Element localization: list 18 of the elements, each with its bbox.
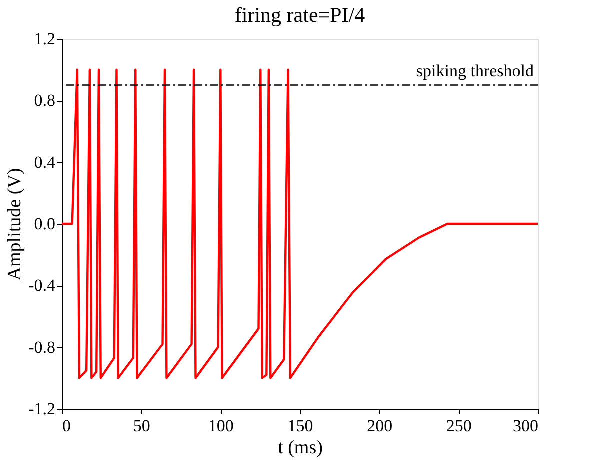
y-tick-label: -0.8 xyxy=(28,338,56,357)
x-tick-label: 250 xyxy=(446,416,472,436)
x-tick-label: 100 xyxy=(208,416,234,436)
y-tick-label: 0.8 xyxy=(34,91,56,110)
x-tick-label: 200 xyxy=(367,416,393,436)
x-tick-label: 0 xyxy=(62,416,71,436)
y-axis-title: Amplitude (V) xyxy=(4,168,26,281)
x-axis-title: t (ms) xyxy=(278,438,323,458)
ref-line-label: spiking threshold xyxy=(416,61,534,80)
y-tick-label: 0.0 xyxy=(34,214,56,234)
y-tick-label: 1.2 xyxy=(34,30,56,48)
y-tick-label: -1.2 xyxy=(28,400,56,418)
x-tick-label: 300 xyxy=(513,416,538,436)
y-tick-label: -0.4 xyxy=(28,276,56,296)
chart-title: firing rate=PI/4 xyxy=(234,3,366,27)
x-tick-label: 150 xyxy=(288,416,314,436)
x-tick-label: 50 xyxy=(133,416,150,436)
y-tick-label: 0.4 xyxy=(34,152,56,172)
